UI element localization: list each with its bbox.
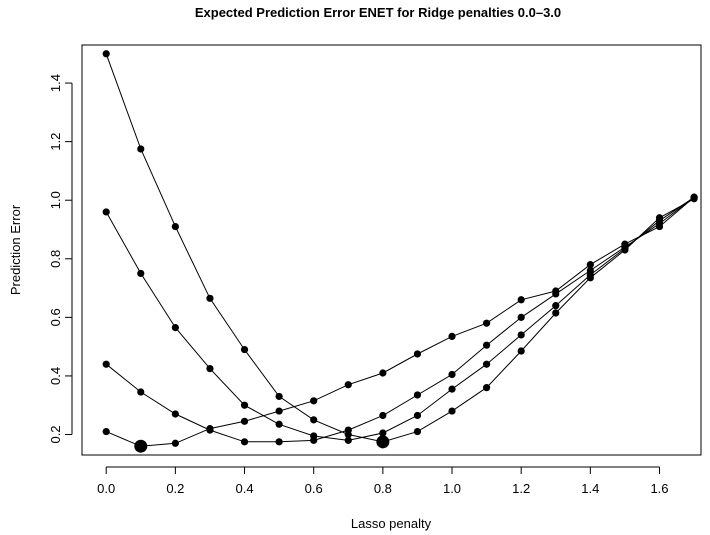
data-point <box>171 410 179 418</box>
y-tick-label: 1.2 <box>48 133 63 151</box>
data-point <box>344 436 352 444</box>
data-point <box>448 332 456 340</box>
data-point <box>517 331 525 339</box>
data-point <box>137 388 145 396</box>
data-point <box>379 429 387 437</box>
x-tick-label: 0.4 <box>235 481 253 496</box>
data-point <box>102 50 110 58</box>
series-line-1 <box>106 196 695 447</box>
highlight-point <box>376 435 390 449</box>
data-point <box>171 324 179 332</box>
data-point <box>171 222 179 231</box>
data-point <box>206 426 214 434</box>
x-tick-label: 1.6 <box>650 481 668 496</box>
series-points <box>102 50 698 450</box>
x-tick-label: 0.8 <box>374 481 392 496</box>
data-point <box>275 438 283 446</box>
y-axis-label: Prediction Error <box>8 204 23 295</box>
data-point <box>240 438 249 446</box>
x-tick-label: 1.4 <box>581 481 599 496</box>
data-point <box>586 261 594 269</box>
data-point <box>482 360 491 368</box>
data-point <box>379 411 387 420</box>
data-point <box>448 407 456 415</box>
data-point <box>413 427 422 436</box>
data-point <box>552 302 560 310</box>
data-point <box>206 365 214 373</box>
y-tick-label: 0.6 <box>48 308 63 326</box>
data-point <box>413 391 422 399</box>
data-point <box>275 420 283 428</box>
data-point <box>344 430 352 439</box>
data-point <box>310 397 318 405</box>
data-point <box>482 319 491 327</box>
data-point <box>690 195 698 203</box>
data-point <box>552 290 560 298</box>
series-line-4 <box>105 53 695 443</box>
data-point <box>275 392 283 401</box>
data-point <box>206 294 214 302</box>
data-point <box>517 313 525 321</box>
data-point <box>655 214 664 222</box>
series-line-3 <box>105 196 695 441</box>
data-point <box>275 407 283 415</box>
y-tick-label: 1.0 <box>48 191 63 209</box>
data-point <box>448 385 456 393</box>
x-tick-label: 1.0 <box>443 481 461 496</box>
y-tick-label: 0.8 <box>48 250 63 268</box>
data-point <box>413 411 422 420</box>
highlight-point <box>134 439 148 453</box>
y-tick-label: 1.4 <box>48 74 63 92</box>
data-point <box>137 269 145 278</box>
data-point <box>413 350 422 358</box>
y-axis: 0.2 0.4 0.6 0.8 1.0 1.2 1.4 <box>48 74 73 444</box>
chart-title: Expected Prediction Error ENET for Ridge… <box>195 5 561 20</box>
data-point <box>102 360 110 368</box>
data-point <box>517 296 525 304</box>
x-tick-label: 0.0 <box>97 481 115 496</box>
series-line-2 <box>105 196 695 443</box>
plot-frame <box>81 44 702 456</box>
data-point <box>448 370 456 379</box>
data-point <box>379 369 387 377</box>
data-point <box>621 246 629 254</box>
data-point <box>482 384 491 392</box>
x-axis: 0.0 0.2 0.4 0.6 0.8 1.0 1.2 1.4 1.6 <box>97 466 669 496</box>
data-point <box>552 309 560 317</box>
y-tick-label: 0.2 <box>48 425 63 443</box>
data-point <box>240 345 249 354</box>
data-point <box>517 347 525 355</box>
x-axis-label: Lasso penalty <box>351 516 432 531</box>
data-point <box>240 417 249 425</box>
data-point <box>102 427 110 436</box>
highlight-points <box>134 435 390 453</box>
y-tick-label: 0.4 <box>48 367 63 385</box>
data-point <box>586 274 594 282</box>
data-point <box>344 381 352 389</box>
data-point <box>310 416 318 424</box>
data-point <box>240 401 249 409</box>
data-point <box>137 145 145 153</box>
x-tick-label: 1.2 <box>512 481 530 496</box>
series-lines <box>105 53 695 447</box>
data-point <box>482 341 491 349</box>
data-point <box>171 439 179 447</box>
x-tick-label: 0.2 <box>166 481 184 496</box>
data-point <box>310 432 318 440</box>
x-tick-label: 0.6 <box>305 481 323 496</box>
data-point <box>102 208 110 216</box>
